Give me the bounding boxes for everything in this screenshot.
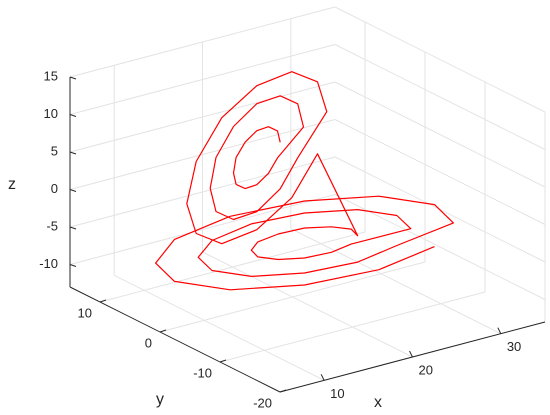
tick-mark [279, 389, 287, 393]
axis-line [69, 286, 281, 393]
grid-line [202, 251, 413, 358]
grid-line [159, 261, 426, 333]
z-tick-label: 10 [44, 106, 58, 121]
tick-mark [409, 350, 413, 358]
z-tick-label: 15 [44, 68, 58, 83]
x-axis-label: x [374, 394, 382, 411]
grid-line [69, 44, 336, 115]
tick-mark [69, 76, 77, 80]
x-tick-label: 10 [330, 386, 344, 401]
tick-mark [159, 329, 167, 333]
tick-mark [69, 264, 77, 267]
grid-line [113, 274, 325, 381]
grid-line [334, 6, 546, 113]
tick-mark [497, 327, 502, 334]
y-tick-label: -10 [193, 365, 212, 380]
trajectory [155, 71, 454, 291]
z-tick-label: -10 [39, 256, 58, 271]
tick-mark [219, 359, 227, 363]
grid-line [69, 119, 336, 190]
tick-mark [69, 151, 77, 155]
z-axis-label: z [8, 176, 16, 193]
grid-line [219, 291, 486, 363]
z-tick-label: 0 [51, 181, 58, 196]
z-tick-label: 5 [51, 143, 58, 158]
grid-line [69, 194, 336, 265]
grid-line [69, 81, 336, 153]
tick-mark [99, 299, 107, 303]
y-tick-label: -20 [253, 395, 272, 410]
grid-line [69, 6, 336, 78]
y-tick-label: 10 [78, 305, 92, 320]
tick-mark [69, 114, 77, 117]
grid-line [99, 231, 366, 303]
y-tick-label: 0 [145, 335, 152, 350]
x-tick-label: 30 [507, 339, 521, 354]
tick-mark [69, 189, 77, 192]
tick-mark [69, 226, 77, 230]
x-tick-label: 20 [419, 362, 433, 377]
grid-line [334, 44, 546, 150]
z-tick-label: -5 [46, 218, 58, 233]
y-axis-label: y [156, 391, 164, 408]
grid-line [334, 81, 546, 188]
tick-mark [320, 374, 325, 381]
grid-line [334, 119, 546, 225]
grid-line [69, 156, 336, 228]
grid-line [290, 228, 502, 335]
